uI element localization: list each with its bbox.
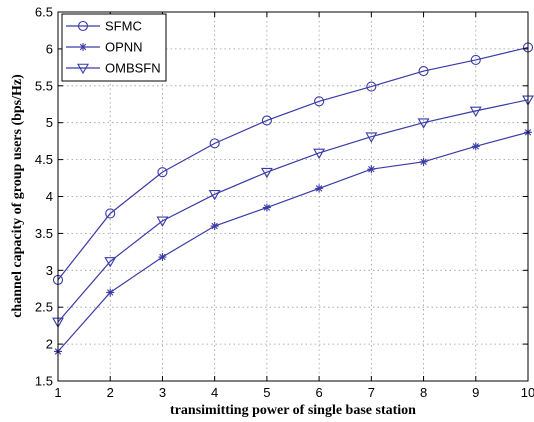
data-point-opnn [367,165,376,174]
x-tick-label: 6 [315,385,322,400]
y-tick-label: 4 [46,189,53,204]
x-tick-label: 2 [107,385,114,400]
x-axis-label: transimitting power of single base stati… [170,403,416,418]
y-tick-label: 2.5 [35,300,53,315]
data-point-sfmc [314,96,325,107]
y-tick-label: 2 [46,337,53,352]
legend-marker [79,43,87,51]
data-point-sfmc [418,65,429,77]
data-point-sfmc [105,208,116,219]
axis-ticks: 1 2 3 4 5 6 7 8 9 10 1.5 2 2.5 3 3.5 4 4.5 5 5.5 6 6.5 [35,5,534,401]
x-tick-label: 9 [472,385,479,400]
y-tick-label: 5 [46,115,53,130]
legend-label: SFMC [105,19,142,34]
x-tick-label: 4 [211,385,218,400]
legend: SFMC OPNN OMBSFN [61,13,167,82]
y-tick-label: 4.5 [35,152,53,167]
y-tick-label: 6 [46,41,53,56]
series-line-opnn [57,131,529,352]
data-point-ombsfn [104,257,117,268]
x-tick-label: 1 [54,385,61,400]
data-point-opnn [210,222,219,231]
series-line-ombsfn [57,99,529,323]
y-tick-label: 3 [46,263,53,278]
data-point-opnn [419,157,428,166]
data-point-ombsfn [208,189,221,201]
legend-marker [77,63,89,75]
y-tick-label: 6.5 [35,5,53,20]
x-tick-label: 10 [521,385,534,400]
y-axis-label: channel capacity of group users (bps/Hz) [10,74,25,318]
y-tick-label: 1.5 [35,374,53,389]
data-point-opnn [106,288,115,297]
x-tick-label: 8 [420,385,427,400]
series-ombsfn [52,95,534,329]
data-point-ombsfn [469,106,482,118]
y-tick-label: 5.5 [35,78,53,93]
y-tick-label: 3.5 [35,226,53,241]
data-point-sfmc [261,115,272,126]
x-tick-label: 5 [263,385,270,400]
data-point-ombsfn [417,118,430,129]
legend-label: OPNN [105,40,143,55]
data-point-sfmc [209,138,220,149]
data-point-ombsfn [365,132,378,143]
series-group [52,42,534,356]
data-point-ombsfn [260,167,273,179]
data-point-opnn [315,184,324,193]
data-point-sfmc [157,167,168,178]
legend-label: OMBSFN [105,61,161,76]
data-point-sfmc [366,81,377,92]
grid-lines [58,12,528,381]
data-point-opnn [262,203,271,212]
x-tick-label: 3 [159,385,166,400]
data-point-ombsfn [313,148,326,160]
legend-marker [77,20,89,32]
x-tick-label: 7 [368,385,375,400]
data-point-sfmc [470,54,481,66]
series-line-sfmc [57,46,529,281]
data-point-opnn [471,142,480,151]
data-point-ombsfn [156,216,169,227]
data-point-opnn [158,253,167,262]
